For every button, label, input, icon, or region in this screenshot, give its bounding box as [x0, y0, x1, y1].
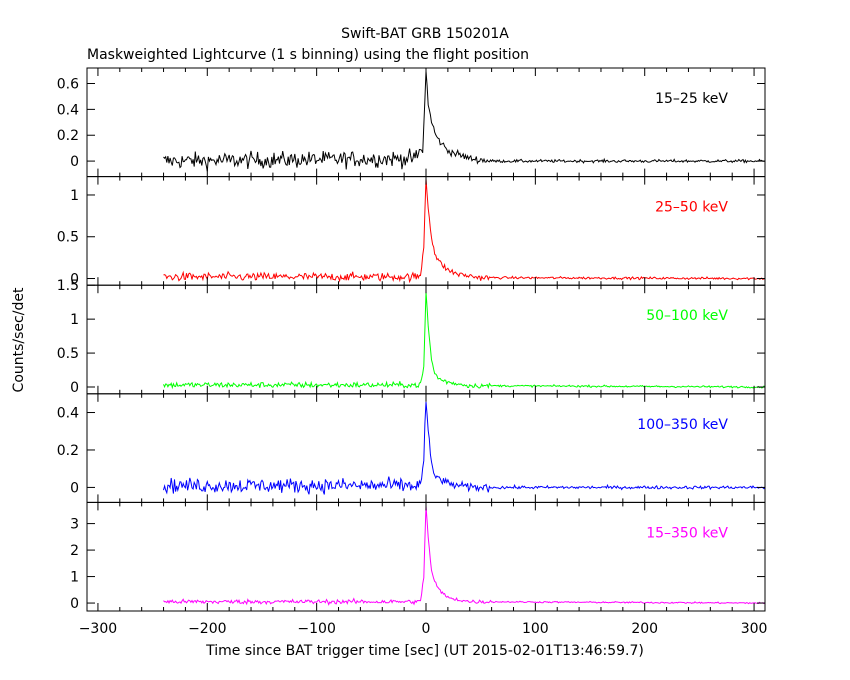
series-line-2	[163, 291, 765, 390]
chart-subtitle: Maskweighted Lightcurve (1 s binning) us…	[87, 47, 529, 63]
band-label-4: 15–350 keV	[646, 525, 728, 541]
y-tick-label: 0.5	[57, 346, 79, 362]
x-tick-label: 0	[422, 621, 431, 637]
y-tick-label: 3	[70, 517, 79, 533]
panel-0: 0 0.2 0.4 0.6 15–25 keV	[57, 67, 766, 178]
chart-title: Swift-BAT GRB 150201A	[341, 26, 509, 42]
series-line-4	[163, 505, 765, 606]
x-tick-label: 100	[522, 621, 549, 637]
x-axis-label: Time since BAT trigger time [sec] (UT 20…	[205, 643, 644, 659]
panel-1: 0 0.5 1 25–50 keV	[57, 176, 766, 288]
y-tick-label: 0	[70, 596, 79, 612]
series-line-3	[163, 401, 765, 495]
band-label-0: 15–25 keV	[655, 91, 728, 107]
y-tick-label: 1	[70, 312, 79, 328]
x-tick-label: 300	[741, 621, 768, 637]
panels-group: 0 0.2 0.4 0.6 15–25 keV 0 0.5 1 25–50 keV 0 0.5 1 1.…	[57, 67, 768, 637]
band-label-2: 50–100 keV	[646, 308, 728, 324]
y-tick-label: 1	[70, 570, 79, 586]
x-tick-label: −200	[188, 621, 226, 637]
y-tick-label: 0	[70, 480, 79, 496]
y-tick-label: 0	[70, 154, 79, 170]
x-tick-label: −300	[79, 621, 117, 637]
x-tick-label: 200	[631, 621, 658, 637]
y-tick-label: 0.2	[57, 443, 79, 459]
y-tick-label: 1.5	[57, 278, 79, 294]
series-line-0	[163, 71, 765, 172]
panel-4: 0 1 2 3 15–350 keV	[70, 501, 766, 612]
band-label-3: 100–350 keV	[637, 417, 728, 433]
y-tick-label: 0.6	[57, 77, 79, 93]
panel-2: 0 0.5 1 1.5 50–100 keV	[57, 278, 766, 396]
band-label-1: 25–50 keV	[655, 200, 728, 216]
y-tick-label: 0.4	[57, 406, 79, 422]
y-tick-label: 0.2	[57, 128, 79, 144]
y-tick-label: 0	[70, 272, 79, 288]
panel-3: 0 0.2 0.4 100–350 keV	[57, 393, 766, 503]
y-axis-label: Counts/sec/det	[11, 287, 27, 392]
y-tick-label: 2	[70, 543, 79, 559]
y-tick-label: 0.5	[57, 230, 79, 246]
series-line-1	[163, 178, 765, 284]
y-tick-label: 0.4	[57, 102, 79, 118]
y-tick-label: 1	[70, 188, 79, 204]
y-tick-label: 0	[70, 380, 79, 396]
x-tick-label: −100	[297, 621, 335, 637]
